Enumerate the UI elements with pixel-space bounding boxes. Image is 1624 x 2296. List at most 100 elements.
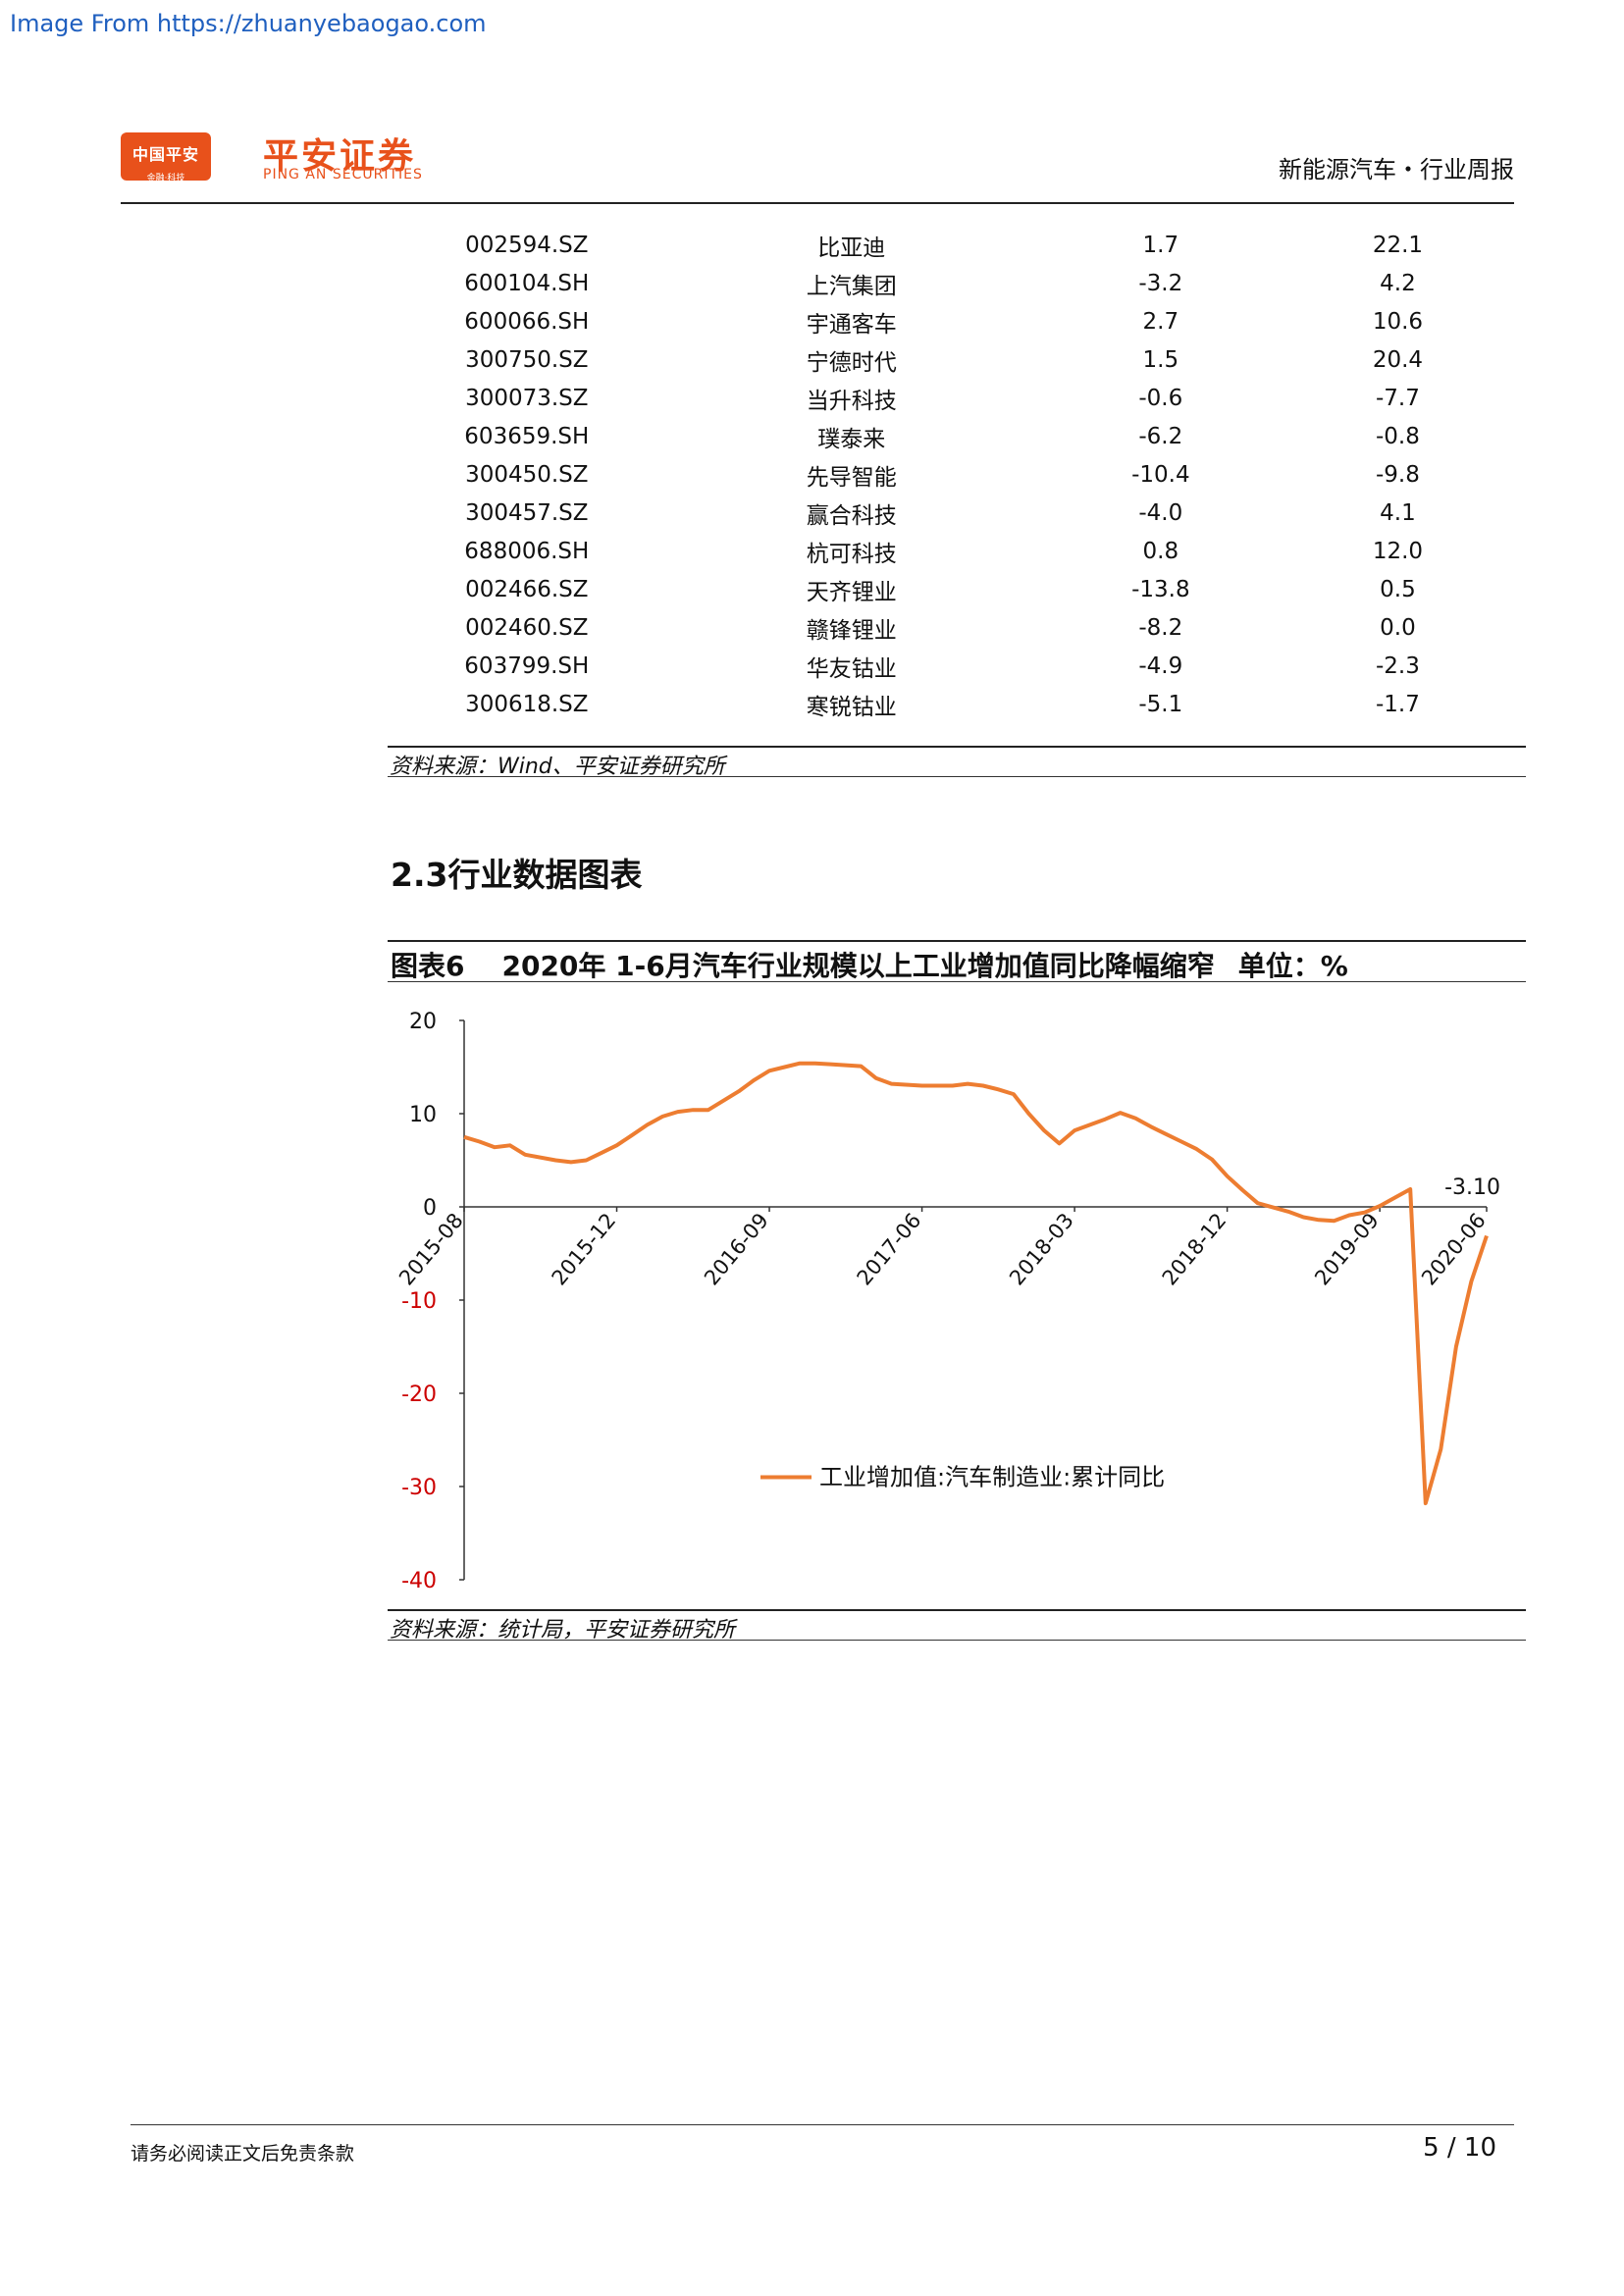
stock-name: 赣锋锂业: [806, 617, 897, 644]
stock-name: 先导智能: [806, 464, 897, 491]
x-tick-label: 2015-12: [548, 1209, 621, 1290]
table-row: 002460.SZ 赣锋锂业 -8.2 0.0: [388, 608, 1511, 647]
stock-name: 宇通客车: [806, 311, 897, 338]
table-row: 002594.SZ 比亚迪 1.7 22.1: [388, 226, 1511, 264]
page-number: 5 / 10: [1423, 2133, 1496, 2163]
stock-code: 600104.SH: [464, 270, 590, 296]
change-ytd: 20.4: [1372, 346, 1424, 373]
change-week: -4.0: [1138, 499, 1183, 526]
stock-performance-table: 002594.SZ 比亚迪 1.7 22.1 600104.SH 上汽集团 -3.2 4.2 6…: [388, 226, 1511, 723]
stock-name: 天齐锂业: [806, 579, 897, 605]
ping-an-logo: 中国平安 金融·科技: [121, 132, 211, 183]
change-ytd: 10.6: [1372, 308, 1424, 335]
stock-code: 688006.SH: [464, 538, 590, 564]
stock-name: 寒锐钴业: [806, 694, 897, 720]
stock-code: 300073.SZ: [465, 385, 589, 411]
change-ytd: -2.3: [1375, 652, 1420, 679]
stock-code: 002466.SZ: [465, 576, 589, 602]
source-watermark[interactable]: Image From https://zhuanyebaogao.com: [10, 10, 487, 37]
stock-name: 比亚迪: [817, 235, 886, 261]
x-tick-label: 2018-03: [1005, 1209, 1078, 1290]
x-tick-label: 2016-09: [700, 1209, 773, 1290]
y-tick-label: -20: [401, 1383, 437, 1407]
stock-code: 002460.SZ: [465, 614, 589, 641]
table-row: 600066.SH 宇通客车 2.7 10.6: [388, 302, 1511, 340]
change-week: 0.8: [1142, 538, 1179, 564]
source-underline: [388, 776, 1526, 777]
change-week: -4.9: [1138, 652, 1183, 679]
table-row: 300750.SZ 宁德时代 1.5 20.4: [388, 340, 1511, 379]
chart-source-underline: [388, 1640, 1526, 1641]
table-bottom-rule: [388, 746, 1526, 748]
change-ytd: 22.1: [1372, 232, 1424, 258]
stock-name: 璞泰来: [817, 426, 886, 452]
y-tick-label: -10: [401, 1289, 437, 1314]
table-source-note: 资料来源：Wind、平安证券研究所: [390, 755, 725, 779]
figure-top-rule: [388, 940, 1526, 942]
footer-divider: [131, 2124, 1514, 2125]
x-tick-label: 2017-06: [853, 1209, 926, 1290]
series-line: [463, 1061, 1489, 1506]
y-tick-label: -30: [401, 1476, 437, 1500]
stock-name: 当升科技: [806, 388, 897, 414]
legend-label: 工业增加值:汽车制造业:累计同比: [819, 1464, 1165, 1491]
brand-name-cn: 平安证券: [263, 136, 417, 177]
x-tick-label: 2015-08: [394, 1209, 468, 1290]
figure-unit: 单位：%: [1237, 950, 1348, 982]
stock-code: 603799.SH: [464, 652, 590, 679]
y-tick-label: -40: [401, 1569, 437, 1593]
stock-name: 杭可科技: [806, 541, 897, 567]
change-week: -6.2: [1138, 423, 1183, 449]
change-week: -8.2: [1138, 614, 1183, 641]
header-divider: [121, 202, 1514, 204]
stock-code: 600066.SH: [464, 308, 590, 335]
chart-source-note: 资料来源：统计局，平安证券研究所: [390, 1618, 736, 1643]
vehicle-industry-value-added-chart: 20 10 0 -10 -20 -30 -40 2015-08 2015-12 2016-09 20…: [394, 1010, 1500, 1593]
logo-subtext: 金融·科技: [146, 174, 185, 183]
chart-bottom-rule: [388, 1609, 1526, 1611]
change-ytd: -1.7: [1375, 691, 1420, 717]
change-ytd: 4.2: [1380, 270, 1416, 296]
change-week: -3.2: [1138, 270, 1183, 296]
stock-name: 上汽集团: [806, 273, 897, 299]
change-week: 1.5: [1142, 346, 1179, 373]
table-row: 300073.SZ 当升科技 -0.6 -7.7: [388, 379, 1511, 417]
x-tick-label: 2018-12: [1158, 1209, 1231, 1290]
figure-title-text: 2020年 1-6月汽车行业规模以上工业增加值同比降幅缩窄: [501, 950, 1215, 982]
change-week: 1.7: [1142, 232, 1179, 258]
figure-title-underline: [388, 981, 1526, 982]
change-week: -0.6: [1138, 385, 1183, 411]
change-week: 2.7: [1142, 308, 1179, 335]
stock-code: 002594.SZ: [465, 232, 589, 258]
stock-code: 300457.SZ: [465, 499, 589, 526]
change-ytd: 0.0: [1380, 614, 1416, 641]
stock-code: 300750.SZ: [465, 346, 589, 373]
brand-name-en: PING AN SECURITIES: [263, 167, 423, 183]
table-row: 688006.SH 杭可科技 0.8 12.0: [388, 532, 1511, 570]
change-ytd: 0.5: [1380, 576, 1416, 602]
table-row: 600104.SH 上汽集团 -3.2 4.2: [388, 264, 1511, 302]
change-week: -5.1: [1138, 691, 1183, 717]
table-row: 002466.SZ 天齐锂业 -13.8 0.5: [388, 570, 1511, 608]
report-type: 新能源汽车・行业周报: [1279, 156, 1514, 183]
y-tick-label: 0: [423, 1196, 437, 1221]
change-ytd: 12.0: [1372, 538, 1424, 564]
table-row: 300457.SZ 赢合科技 -4.0 4.1: [388, 494, 1511, 532]
figure-label: 图表6: [391, 950, 465, 982]
stock-code: 300618.SZ: [465, 691, 589, 717]
x-tick-label: 2020-06: [1417, 1209, 1491, 1290]
table-row: 603659.SH 璞泰来 -6.2 -0.8: [388, 417, 1511, 455]
table-row: 300618.SZ 寒锐钴业 -5.1 -1.7: [388, 685, 1511, 723]
stock-name: 华友钴业: [806, 655, 897, 682]
logo-text: 中国平安: [131, 145, 199, 164]
change-ytd: -0.8: [1375, 423, 1420, 449]
figure-title: 图表6 2020年 1-6月汽车行业规模以上工业增加值同比降幅缩窄 单位：%: [391, 945, 1348, 984]
y-tick-label: 20: [409, 1010, 437, 1034]
section-title: 2.3行业数据图表: [391, 856, 643, 894]
stock-name: 赢合科技: [806, 502, 897, 529]
change-week: -13.8: [1131, 576, 1190, 602]
footer-disclaimer: 请务必阅读正文后免责条款: [131, 2143, 355, 2165]
table-row: 603799.SH 华友钴业 -4.9 -2.3: [388, 647, 1511, 685]
y-tick-label: 10: [409, 1103, 437, 1127]
change-ytd: -9.8: [1375, 461, 1420, 488]
